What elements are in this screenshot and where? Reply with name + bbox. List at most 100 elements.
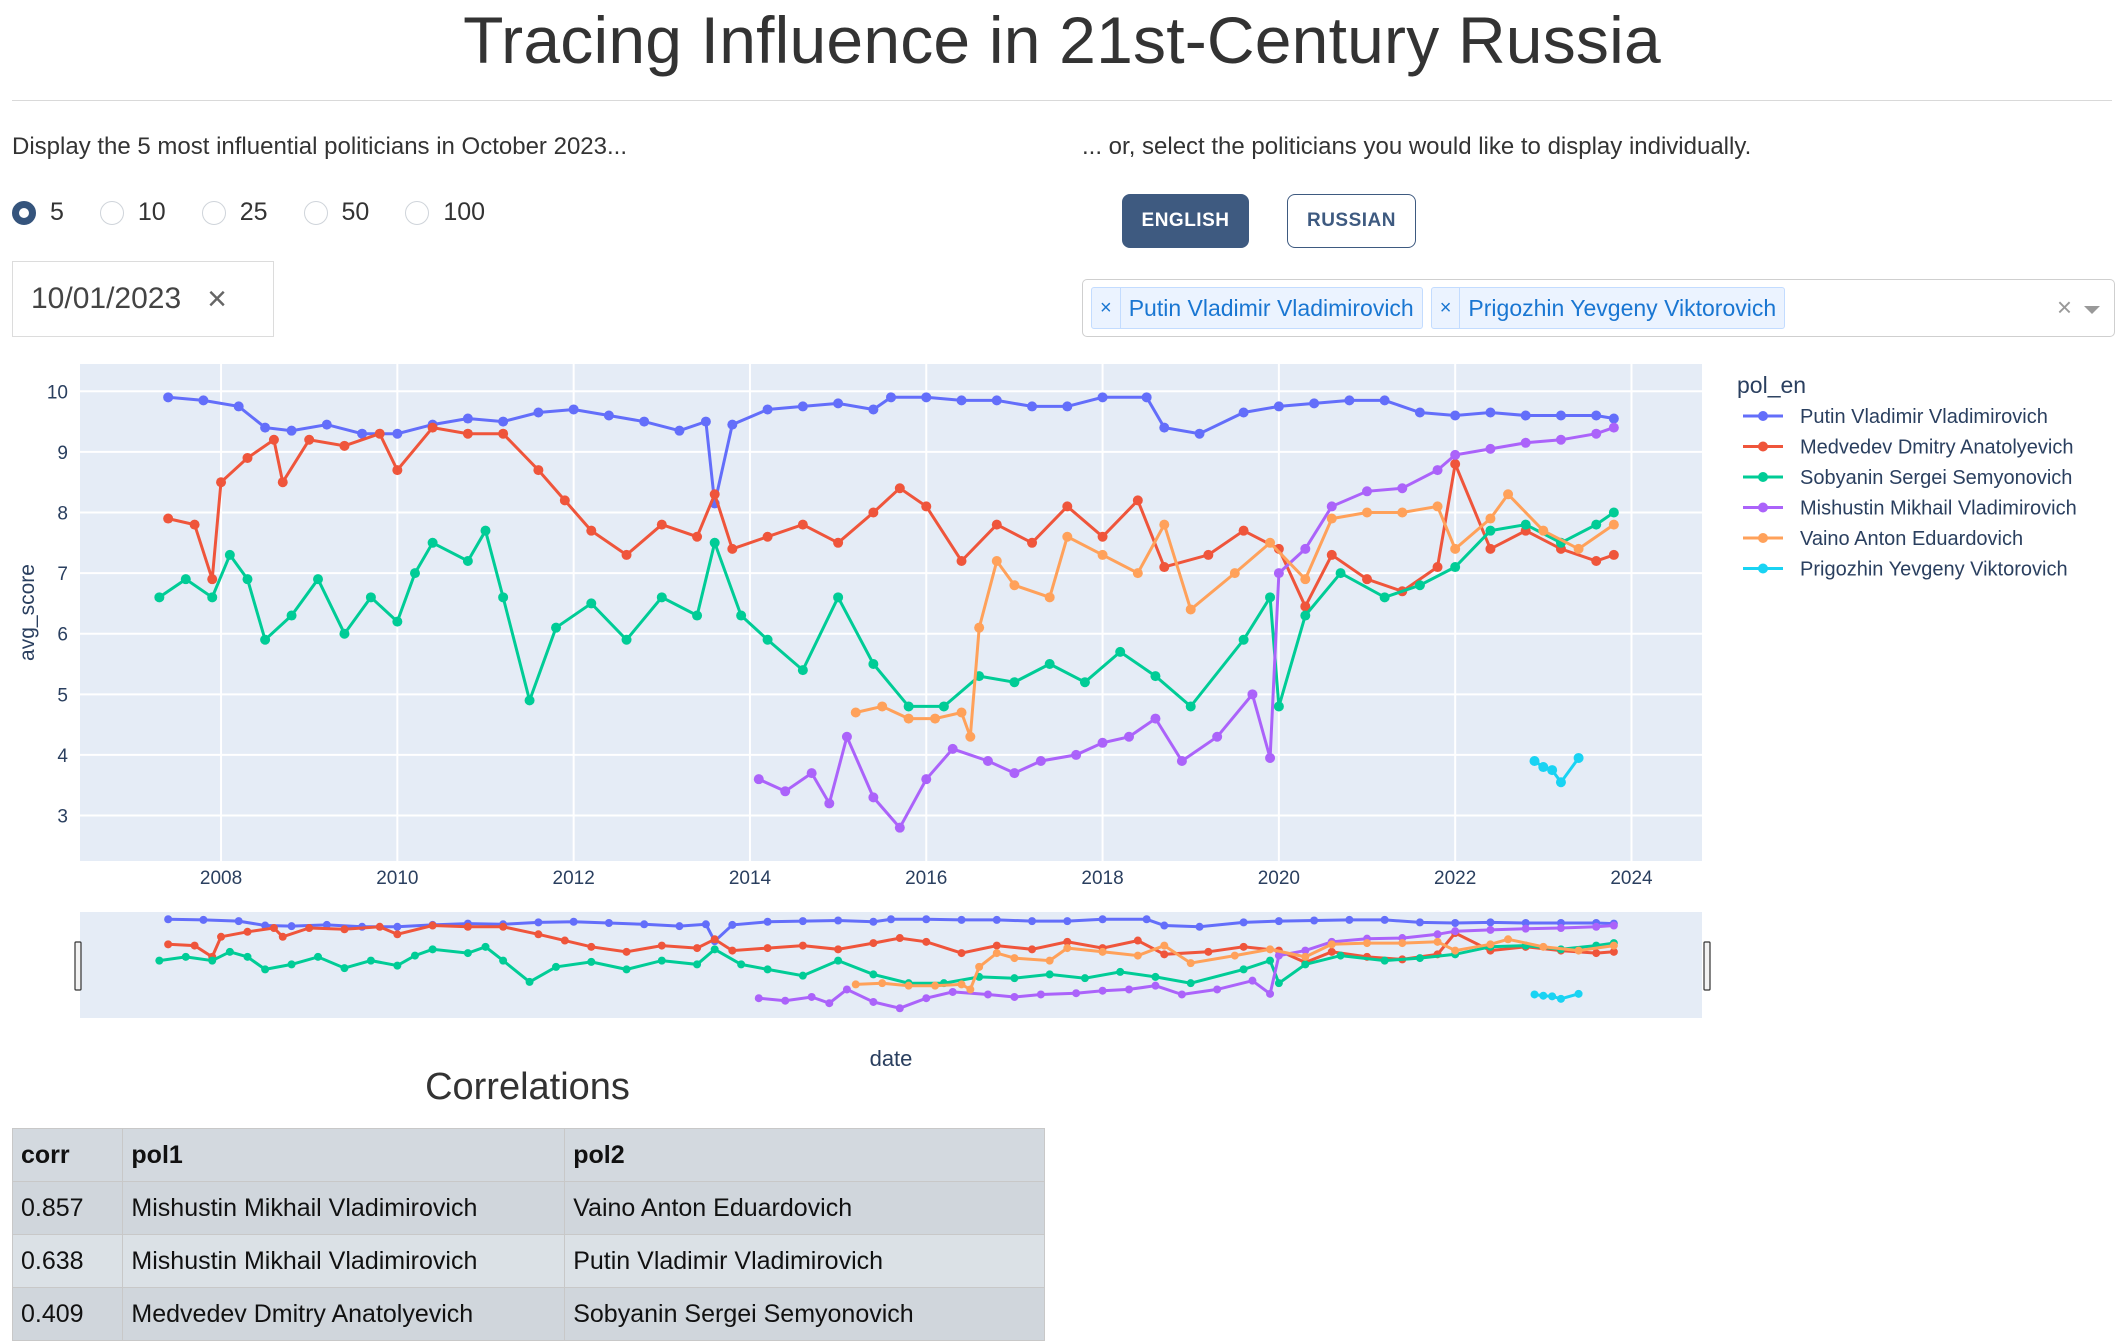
data-point[interactable] (480, 525, 491, 536)
legend-entry[interactable]: Vaino Anton Eduardovich (1800, 528, 2023, 550)
data-point[interactable] (1044, 659, 1055, 670)
data-point[interactable] (1503, 489, 1514, 500)
data-point[interactable] (1485, 513, 1496, 524)
data-point[interactable] (1538, 525, 1549, 536)
data-point[interactable] (392, 428, 403, 439)
data-point[interactable] (1485, 543, 1496, 554)
radio-circle-icon[interactable] (303, 200, 328, 225)
radio-option-25[interactable]: 25 (201, 198, 268, 227)
data-point[interactable] (674, 425, 685, 436)
data-point[interactable] (559, 495, 570, 506)
data-point[interactable] (198, 395, 209, 406)
data-point[interactable] (533, 465, 544, 476)
data-point[interactable] (1573, 543, 1584, 554)
politician-multiselect[interactable]: × Putin Vladimir Vladimirovich × Prigozhin … (1082, 279, 2115, 337)
data-point[interactable] (242, 452, 253, 463)
data-point[interactable] (1450, 459, 1461, 470)
data-point[interactable] (1115, 646, 1126, 657)
data-point[interactable] (1141, 392, 1152, 403)
column-header-pol2[interactable]: pol2 (564, 1128, 1045, 1182)
data-point[interactable] (1150, 713, 1161, 724)
data-point[interactable] (921, 774, 932, 785)
data-point[interactable] (1608, 413, 1619, 424)
legend-swatch-point[interactable] (1758, 563, 1768, 574)
data-point[interactable] (753, 774, 764, 785)
data-point[interactable] (709, 489, 720, 500)
data-point[interactable] (1273, 401, 1284, 412)
data-point[interactable] (656, 592, 667, 603)
data-point[interactable] (709, 537, 720, 548)
data-point[interactable] (762, 634, 773, 645)
data-point[interactable] (392, 616, 403, 627)
data-point[interactable] (938, 701, 949, 712)
data-point[interactable] (1097, 392, 1108, 403)
data-point[interactable] (1591, 555, 1602, 566)
chevron-down-icon[interactable] (2084, 306, 2100, 314)
data-point[interactable] (1185, 701, 1196, 712)
data-point[interactable] (1555, 410, 1566, 421)
data-point[interactable] (321, 419, 332, 430)
data-point[interactable] (1591, 428, 1602, 439)
data-point[interactable] (956, 707, 967, 718)
data-point[interactable] (894, 483, 905, 494)
data-point[interactable] (242, 574, 253, 585)
legend-swatch-point[interactable] (1758, 472, 1768, 482)
data-point[interactable] (1397, 507, 1408, 518)
data-point[interactable] (780, 786, 791, 797)
data-point[interactable] (1608, 422, 1619, 433)
data-point[interactable] (1212, 731, 1223, 742)
data-point[interactable] (163, 513, 174, 524)
data-point[interactable] (233, 401, 244, 412)
data-point[interactable] (1432, 465, 1443, 476)
data-point[interactable] (1326, 513, 1337, 524)
data-point[interactable] (163, 392, 174, 403)
data-point[interactable] (1300, 543, 1311, 554)
data-point[interactable] (1450, 562, 1461, 573)
data-point[interactable] (868, 404, 879, 415)
data-point[interactable] (1450, 410, 1461, 421)
data-point[interactable] (154, 592, 165, 603)
data-point[interactable] (762, 531, 773, 542)
data-point[interactable] (1273, 568, 1284, 579)
data-point[interactable] (1529, 755, 1540, 766)
data-point[interactable] (1450, 543, 1461, 554)
line-chart[interactable]: 2008 2010 2012 2014 2016 2018 2020 2022 2024 3 4 5 6… (0, 0, 2124, 1100)
data-point[interactable] (1547, 765, 1558, 776)
data-point[interactable] (841, 731, 852, 742)
data-point[interactable] (1379, 395, 1390, 406)
data-point[interactable] (1265, 752, 1276, 763)
legend-swatch-point[interactable] (1758, 441, 1768, 452)
radio-circle-icon[interactable] (201, 200, 226, 225)
data-point[interactable] (216, 477, 227, 488)
data-point[interactable] (260, 422, 271, 433)
data-point[interactable] (268, 434, 279, 445)
data-point[interactable] (1097, 737, 1108, 748)
data-point[interactable] (1309, 398, 1320, 409)
data-point[interactable] (965, 731, 976, 742)
data-point[interactable] (180, 574, 191, 585)
data-point[interactable] (286, 425, 297, 436)
data-point[interactable] (806, 768, 817, 779)
data-point[interactable] (304, 434, 315, 445)
data-point[interactable] (824, 798, 835, 809)
data-point[interactable] (1520, 519, 1531, 530)
data-point[interactable] (692, 610, 703, 621)
data-point[interactable] (1159, 422, 1170, 433)
data-point[interactable] (1035, 755, 1046, 766)
data-point[interactable] (1555, 777, 1566, 788)
data-point[interactable] (1159, 519, 1170, 530)
data-point[interactable] (639, 416, 650, 427)
data-point[interactable] (533, 407, 544, 418)
data-point[interactable] (991, 395, 1002, 406)
data-point[interactable] (894, 822, 905, 833)
legend-swatch-point[interactable] (1758, 533, 1768, 543)
data-point[interactable] (498, 416, 509, 427)
legend-swatch-point[interactable] (1758, 411, 1768, 421)
data-point[interactable] (1520, 410, 1531, 421)
data-point[interactable] (1362, 486, 1373, 497)
data-point[interactable] (189, 519, 200, 530)
data-point[interactable] (868, 792, 879, 803)
data-point[interactable] (1608, 519, 1619, 530)
radio-option-5[interactable]: 5 (12, 198, 64, 227)
radio-option-100[interactable]: 100 (405, 198, 485, 227)
